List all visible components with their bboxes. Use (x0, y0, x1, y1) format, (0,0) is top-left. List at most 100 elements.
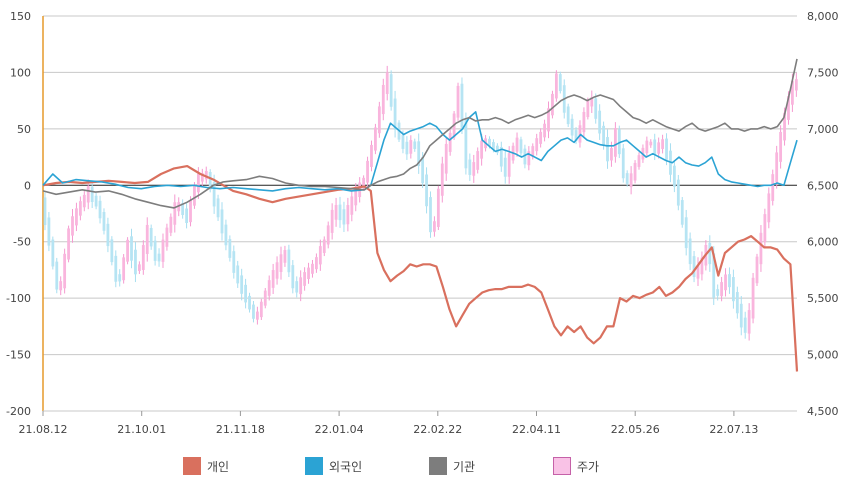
y-left-tick-label: 150 (10, 10, 31, 23)
price-candle (334, 205, 338, 220)
x-tick-label: 22.01.04 (315, 423, 364, 436)
price-candle (712, 253, 716, 298)
price-candle (291, 265, 295, 289)
price-candle (161, 239, 165, 262)
price-candle (173, 202, 177, 225)
legend-swatch-institution (429, 457, 447, 475)
price-candle (519, 139, 523, 154)
x-tick-label: 21.10.01 (117, 423, 166, 436)
price-candle (381, 84, 385, 115)
price-candle (732, 277, 735, 302)
price-candle (255, 311, 259, 320)
price-candle (393, 98, 397, 130)
price-candle (476, 151, 480, 170)
price-candle (598, 110, 602, 134)
price-candle (114, 255, 118, 282)
price-candle (743, 317, 747, 333)
price-candle (240, 275, 244, 294)
price-candle (751, 277, 755, 319)
legend-item-foreign[interactable]: 외국인 (305, 457, 362, 475)
tick-labels: -200 -150 -100 -50 0 50 100 150 4,500 5,000 5,500 6… (6, 10, 838, 436)
price-candle (488, 138, 491, 146)
price-candle (582, 111, 586, 133)
y-right-tick-label: 5,500 (807, 292, 839, 305)
price-candle (653, 139, 657, 155)
price-candle (366, 160, 369, 183)
price-candle (570, 118, 574, 136)
y-right-tick-label: 7,500 (807, 66, 839, 79)
price-candle (429, 197, 432, 233)
price-candle (252, 304, 255, 319)
legend-label-institution: 기관 (453, 459, 476, 474)
price-candle (141, 245, 145, 270)
price-candle (55, 261, 59, 290)
x-tick-label: 22.02.22 (413, 423, 462, 436)
price-candle (767, 193, 771, 223)
price-candle (350, 196, 354, 215)
y-left-tick-label: -100 (6, 292, 31, 305)
legend-item-individual[interactable]: 개인 (183, 457, 229, 475)
price-candle (649, 141, 653, 146)
price-candle (263, 290, 267, 306)
legend-swatch-foreign (305, 457, 323, 475)
price-candle (303, 272, 307, 286)
price-candle (724, 274, 727, 291)
axes (42, 16, 797, 416)
price-candle (67, 228, 70, 260)
price-candle (625, 173, 629, 184)
series-line-외국인 (42, 111, 798, 192)
price-candle (236, 265, 240, 284)
price-candle (330, 209, 334, 233)
price-candle (377, 106, 381, 134)
price-candle (613, 128, 617, 157)
price-candle (747, 310, 751, 334)
price-candle (794, 79, 798, 91)
price-candle (362, 177, 366, 189)
price-candle (228, 239, 232, 258)
price-candle (86, 186, 90, 203)
price-candle (279, 254, 283, 273)
price-candle (169, 216, 173, 233)
y-right-tick-label: 8,000 (807, 10, 839, 23)
price-candle (728, 274, 731, 288)
y-right-tick-label: 5,000 (807, 349, 839, 362)
price-candle (665, 138, 668, 160)
price-candle (145, 224, 149, 254)
price-candle (684, 217, 688, 249)
price-candle (189, 200, 192, 223)
legend-item-institution[interactable]: 기관 (429, 457, 475, 475)
price-candle (51, 239, 55, 267)
price-candle (716, 289, 720, 296)
price-candle (338, 204, 342, 221)
price-candle (425, 174, 428, 207)
legend-label-foreign: 외국인 (329, 459, 363, 474)
price-candle (354, 188, 358, 206)
y-left-tick-label: 100 (10, 66, 31, 79)
price-candle (688, 238, 692, 265)
y-left-tick-label: -200 (6, 405, 31, 418)
legend-item-price[interactable]: 주가 (553, 457, 599, 475)
price-candle (547, 108, 550, 132)
gridlines (43, 15, 797, 412)
price-candle (783, 112, 786, 141)
price-candle (295, 281, 299, 293)
x-tick-label: 21.08.12 (19, 423, 68, 436)
y-left-tick-label: 0 (24, 179, 31, 192)
price-candle (307, 267, 310, 279)
price-candle (676, 179, 680, 206)
price-candle (287, 249, 291, 273)
price-candle (539, 131, 543, 144)
price-candle (322, 239, 326, 253)
price-candle (672, 165, 676, 187)
x-tick-label: 22.05.26 (611, 423, 660, 436)
price-candle (275, 262, 279, 279)
series-line-개인 (42, 165, 799, 372)
price-candle (153, 240, 157, 261)
price-candle (456, 85, 460, 118)
price-candle (531, 146, 535, 157)
price-candle (755, 256, 759, 284)
price-candle (43, 197, 47, 226)
price-candle (578, 125, 582, 143)
price-candle (315, 257, 318, 270)
